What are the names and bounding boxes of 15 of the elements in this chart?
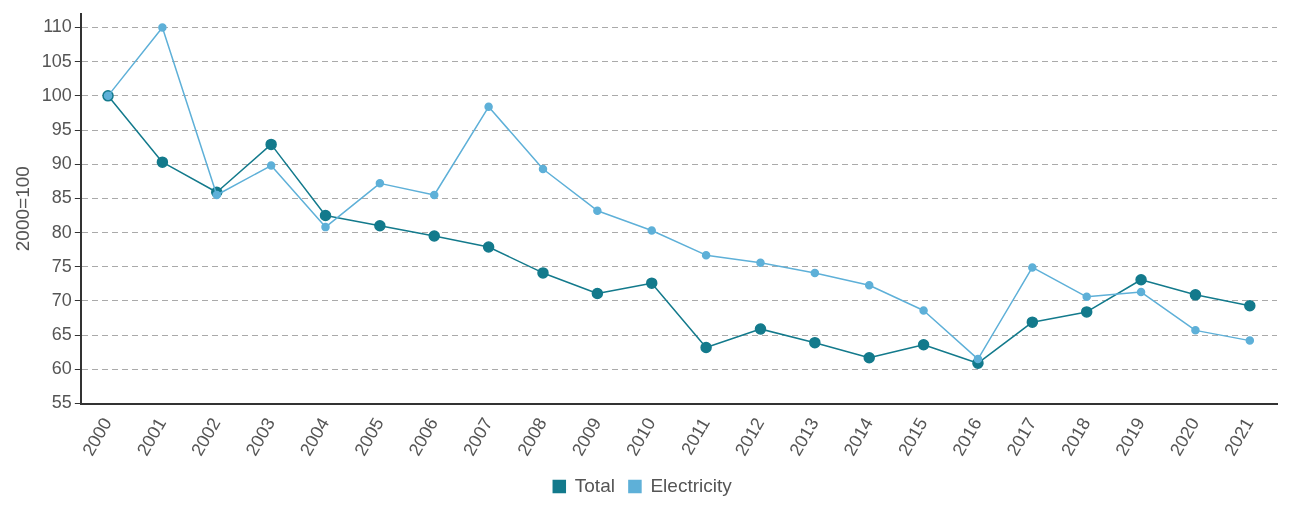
legend-label: Total — [574, 474, 615, 496]
y-tick-label: 90 — [51, 153, 72, 174]
y-tick-label: 55 — [51, 392, 72, 413]
y-tick-label: 110 — [43, 16, 72, 37]
y-tick-label: 85 — [51, 187, 72, 208]
y-tick-label: 80 — [51, 221, 72, 242]
y-tick-label: 70 — [51, 289, 72, 310]
legend-label: Electricity — [650, 474, 733, 496]
y-tick-label: 105 — [41, 50, 72, 71]
y-tick-label: 95 — [51, 119, 72, 139]
y-axis-title: 2000=100 — [11, 166, 33, 252]
y-tick-label: 60 — [51, 358, 72, 379]
y-tick-label: 65 — [51, 324, 72, 345]
y-tick-label: 100 — [41, 84, 72, 105]
y-tick-label: 75 — [51, 255, 72, 276]
